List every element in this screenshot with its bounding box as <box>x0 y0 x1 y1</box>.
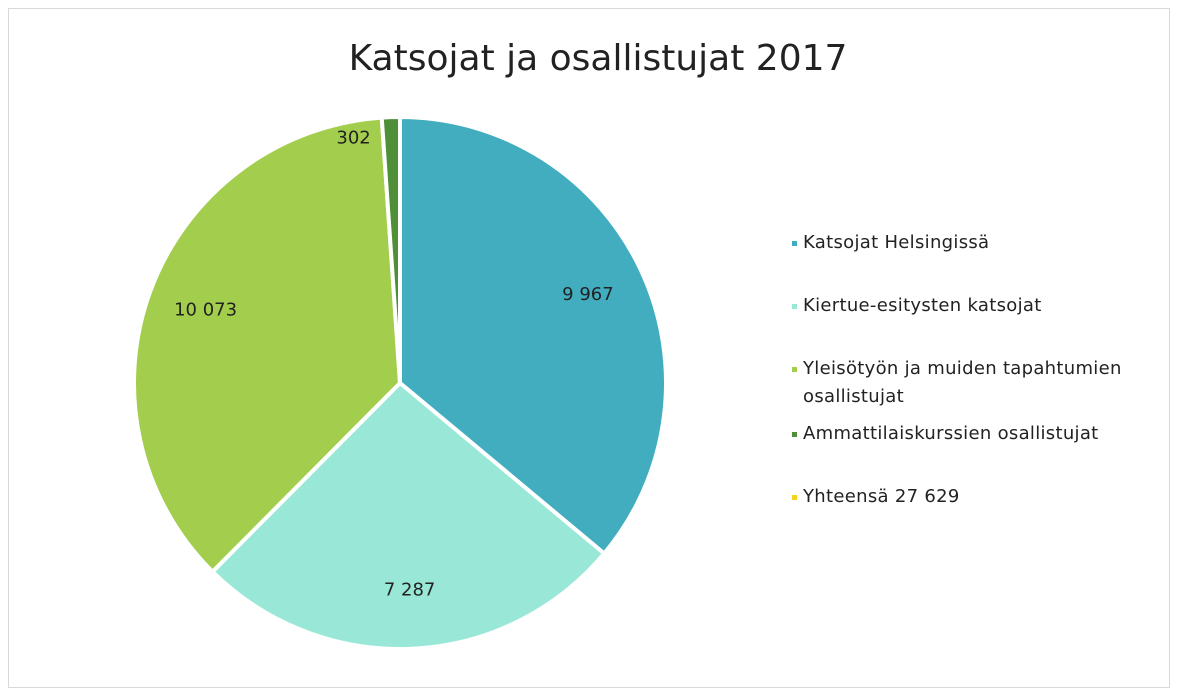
legend-label: Ammattilaiskurssien osallistujat <box>803 423 1099 444</box>
legend-swatch <box>792 432 797 437</box>
legend-swatch <box>792 367 797 372</box>
chart: Katsojat ja osallistujat 2017 9 967 7 287… <box>132 38 848 651</box>
page: Katsojat ja osallistujat 2017 9 967 7 287… <box>8 8 1170 688</box>
legend-item: Katsojat Helsingissä <box>792 229 1133 257</box>
data-label: 7 287 <box>384 579 436 600</box>
legend-item: Yhteensä 27 629 <box>792 483 1133 511</box>
legend-label: Katsojat Helsingissä <box>803 232 990 253</box>
pie-slice <box>379 115 402 385</box>
data-label: 10 073 <box>174 300 237 321</box>
data-label: 9 967 <box>562 284 614 305</box>
legend-item: Yleisötyön ja muiden tapahtumien osallis… <box>792 355 1133 411</box>
legend-swatch <box>792 304 797 309</box>
pie-slice <box>210 381 607 651</box>
legend-label: Kiertue-esitysten katsojat <box>803 295 1042 316</box>
legend-item: Ammattilaiskurssien osallistujat <box>792 420 1133 448</box>
legend-item: Kiertue-esitysten katsojat <box>792 292 1133 320</box>
data-label: 302 <box>336 127 370 148</box>
legend-swatch <box>792 495 797 500</box>
chart-title: Katsojat ja osallistujat 2017 <box>349 38 848 79</box>
legend-label: Yhteensä 27 629 <box>803 486 960 507</box>
pie-slice <box>132 115 402 574</box>
legend-label: Yleisötyön ja muiden tapahtumien osallis… <box>803 358 1122 407</box>
pie-slice <box>398 115 668 556</box>
legend-swatch <box>792 241 797 246</box>
